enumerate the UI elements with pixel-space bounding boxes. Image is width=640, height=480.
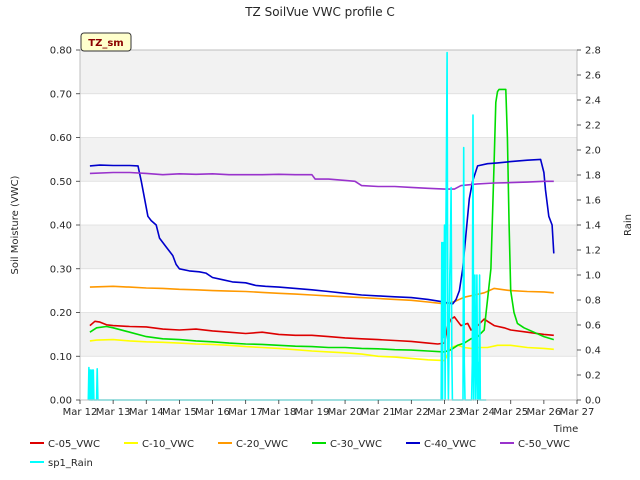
y2-tick-label: 2.0 (585, 146, 601, 157)
series-line-c-20-vwc (89, 285, 554, 305)
x-tick-label: Mar 16 (195, 407, 230, 418)
x-tick-label: Mar 25 (493, 407, 528, 418)
y-tick-label: 0.40 (50, 221, 72, 232)
x-tick-label: Mar 15 (162, 407, 197, 418)
y-axis-right: 0.0 0.2 0.4 0.6 0.8 1.0 1.2 1.4 1.6 1.8 2.0 2.2 2.4 2… (577, 46, 601, 407)
legend-label: C-10_VWC (142, 439, 194, 450)
legend-label: C-05_VWC (48, 439, 100, 450)
plot-bands (80, 50, 577, 357)
series-line-c-50-vwc (89, 171, 554, 190)
y-tick-label: 0.70 (50, 89, 72, 100)
y-tick-label: 0.00 (50, 396, 72, 407)
series-line-c-40-vwc (89, 158, 555, 305)
y-tick-label: 0.60 (50, 133, 72, 144)
y2-tick-label: 0.6 (585, 321, 601, 332)
x-tick-label: Mar 23 (427, 407, 462, 418)
x-tick-label: Mar 13 (96, 407, 131, 418)
y-tick-label: 0.10 (50, 352, 72, 363)
y2-tick-label: 0.4 (585, 346, 601, 357)
plot-band (80, 50, 577, 94)
plot-band (80, 225, 577, 269)
x-tick-label: Mar 26 (526, 407, 561, 418)
x-tick-label: Mar 19 (295, 407, 330, 418)
series-line-c-10-vwc (89, 338, 554, 362)
x-tick-label: Mar 24 (460, 407, 495, 418)
x-tick-label: Mar 22 (394, 407, 429, 418)
y2-tick-label: 1.8 (585, 171, 601, 182)
y2-tick-label: 0.8 (585, 296, 601, 307)
y-axis-label: Soil Moisture (VWC) (10, 175, 21, 274)
x-tick-label: Mar 12 (63, 407, 98, 418)
series-line-c-30-vwc (89, 88, 555, 353)
x-tick-label: Mar 27 (560, 407, 595, 418)
y2-axis-label: Rain (623, 214, 634, 236)
x-tick-label: Mar 21 (361, 407, 396, 418)
y-axis-left: 0.00 0.10 0.20 0.30 0.40 0.50 0.60 0.70 0.80 (50, 46, 80, 407)
x-tick-label: Mar 20 (328, 407, 363, 418)
plot-band (80, 312, 577, 357)
site-label-background (80, 32, 132, 52)
legend: C-05_VWC C-10_VWC C-20_VWC C-30_VWC C-40_VWC… (30, 439, 570, 469)
y-tick-label: 0.30 (50, 264, 72, 275)
y2-tick-label: 0.0 (585, 396, 601, 407)
y2-tick-label: 1.6 (585, 196, 601, 207)
y2-tick-label: 1.4 (585, 221, 601, 232)
y2-tick-label: 1.0 (585, 271, 601, 282)
legend-label: C-30_VWC (330, 439, 382, 450)
y2-tick-label: 2.2 (585, 121, 601, 132)
y-tick-label: 0.20 (50, 308, 72, 319)
y2-tick-label: 0.2 (585, 371, 601, 382)
chart-title: TZ SoilVue VWC profile C (244, 5, 395, 19)
x-tick-label: Mar 18 (261, 407, 296, 418)
x-tick-label: Mar 14 (129, 407, 164, 418)
legend-label: C-40_VWC (424, 439, 476, 450)
y2-tick-label: 1.2 (585, 246, 601, 257)
y2-tick-label: 2.6 (585, 71, 601, 82)
y-tick-label: 0.50 (50, 177, 72, 188)
y-tick-label: 0.80 (50, 46, 72, 57)
legend-label: sp1_Rain (48, 458, 93, 469)
x-tick-label: Mar 17 (228, 407, 263, 418)
site-label: TZ_sm (88, 38, 123, 49)
y2-tick-label: 2.4 (585, 96, 601, 107)
legend-label: C-20_VWC (236, 439, 288, 450)
site-label-box: TZ_sm (80, 32, 132, 52)
x-axis-label: Time (553, 424, 578, 435)
y2-tick-label: 2.8 (585, 46, 601, 57)
legend-label: C-50_VWC (518, 439, 570, 450)
